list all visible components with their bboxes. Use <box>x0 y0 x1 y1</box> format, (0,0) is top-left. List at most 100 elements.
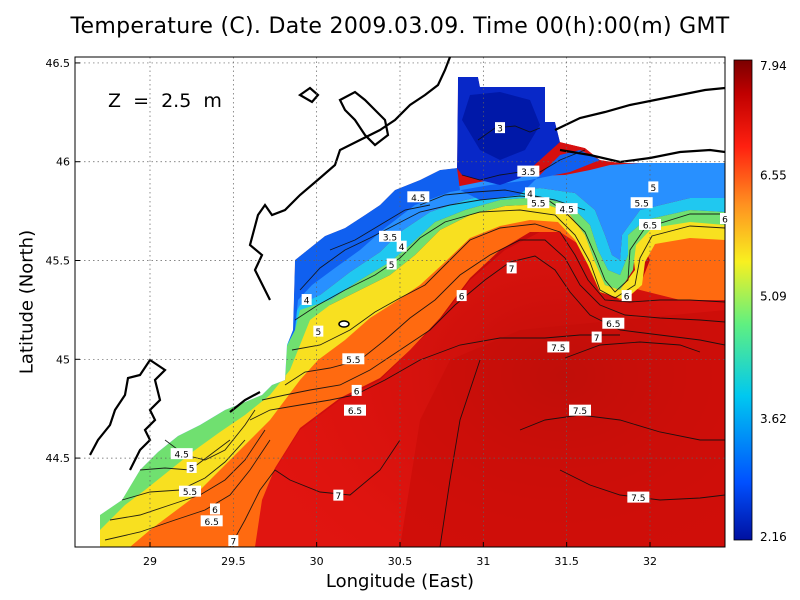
island <box>338 320 350 328</box>
contour-label-text: 4 <box>304 297 310 307</box>
contour-label: 6 <box>720 213 730 226</box>
contour-label-bg <box>301 294 312 306</box>
contour-label-bg <box>210 503 220 515</box>
contour-label-text: 4.5 <box>175 451 189 461</box>
contour-label-bg <box>555 203 578 215</box>
contour-label-bg <box>495 122 505 134</box>
contour-label: 7.5 <box>627 491 650 504</box>
contour-label-text: 5 <box>315 328 321 338</box>
contour-label-text: 6 <box>459 293 465 303</box>
contour-label-bg <box>179 485 201 497</box>
contour-label: 4.5 <box>555 203 578 216</box>
contour-label-text: 5 <box>389 261 395 271</box>
contour-label: 3.5 <box>379 230 401 243</box>
colorbar-tick-label: 3.62 <box>760 412 787 426</box>
y-tick-label: 46 <box>56 156 70 169</box>
contour-label-bg <box>186 461 197 473</box>
contour-label-bg <box>525 187 535 199</box>
y-axis-label: Latitude (North) <box>16 229 38 375</box>
x-tick-label: 31.5 <box>554 555 579 568</box>
x-tick-label: 29.5 <box>221 555 246 568</box>
contour-label: 4 <box>301 294 312 307</box>
contour-label-bg <box>591 331 602 343</box>
coastline <box>89 57 725 471</box>
contour-label: 7 <box>333 489 344 502</box>
contour-label-bg <box>407 191 430 203</box>
contour-label: 5 <box>648 181 659 194</box>
contour-label-text: 5 <box>189 464 195 474</box>
y-axis: 44.5 45 45.5 46 46.5 <box>46 57 80 465</box>
colorbar-tick-label: 5.09 <box>760 290 787 304</box>
colorbar <box>733 59 753 541</box>
contour-label-text: 7 <box>509 265 515 275</box>
contour-label: 6.5 <box>639 218 661 231</box>
contour-label-text: 7 <box>335 492 341 502</box>
contour-label-text: 3 <box>497 125 503 135</box>
contour-label-text: 6.5 <box>606 320 620 330</box>
contour-label-bg <box>456 290 467 302</box>
contour-label-bg <box>621 290 632 302</box>
contour-label: 7.5 <box>547 341 570 354</box>
contour-label-text: 5.5 <box>183 488 197 498</box>
contour-label: 4 <box>525 187 535 200</box>
contour-label-bg <box>333 489 344 501</box>
contour-label-bg <box>720 213 730 225</box>
contour-label-bg <box>517 165 540 177</box>
contour-label: 5.5 <box>527 197 550 210</box>
contour-label-text: 4 <box>527 190 533 200</box>
contour-label: 6 <box>456 290 467 303</box>
contour-label: 4 <box>396 240 407 253</box>
contour-label: 6 <box>210 503 220 516</box>
contour-label: 5.5 <box>179 485 201 498</box>
contour-label: 3.5 <box>517 165 540 178</box>
contour-label-bg <box>386 258 397 270</box>
contour-label-bg <box>342 353 365 365</box>
contour-label-bg <box>379 230 401 242</box>
contour-label-text: 4.5 <box>411 194 425 204</box>
contour-label: 5.5 <box>630 197 653 210</box>
contour-label-text: 6.5 <box>348 407 362 417</box>
contour-label-bg <box>506 262 517 274</box>
contour-label: 5 <box>186 461 197 474</box>
contour-label: 3 <box>495 122 505 135</box>
contour-label: 5 <box>386 258 397 271</box>
contour-label-bg <box>648 181 659 193</box>
x-tick-label: 32 <box>643 555 657 568</box>
contour-label-text: 6.5 <box>643 221 657 231</box>
contour-label-bg <box>228 535 239 547</box>
contour-label-bg <box>344 404 366 416</box>
contour-label-bg <box>547 341 570 353</box>
contour-label-text: 6.5 <box>205 518 219 528</box>
y-tick-label: 44.5 <box>46 452 71 465</box>
contour-label-text: 7.5 <box>551 344 565 354</box>
contour-label-text: 4 <box>399 243 405 253</box>
contour-label-text: 5.5 <box>346 356 360 366</box>
contour-label: 6 <box>621 290 632 303</box>
contour-label-bg <box>527 197 550 209</box>
contour-label-text: 3.5 <box>383 233 397 243</box>
contour-label: 6 <box>351 384 362 397</box>
contour-lines <box>104 125 725 547</box>
contour-label: 7.5 <box>569 404 591 417</box>
y-tick-label: 45.5 <box>46 255 71 268</box>
contour-label: 6.5 <box>602 317 625 330</box>
contour-label-bg <box>630 197 653 209</box>
contour-label: 6.5 <box>344 404 366 417</box>
contour-label: 7 <box>506 262 517 275</box>
contour-label-bg <box>396 240 407 252</box>
contour-label-text: 6 <box>722 216 728 226</box>
contour-label: 7 <box>591 331 602 344</box>
contour-label-text: 5.5 <box>635 200 649 210</box>
contour-label-text: 4.5 <box>560 206 574 216</box>
contour-label-bg <box>351 384 362 396</box>
depth-label: Z = 2.5 m <box>108 90 222 112</box>
x-tick-label: 29 <box>143 555 157 568</box>
y-tick-label: 45 <box>56 353 70 366</box>
contour-label-text: 6 <box>624 293 630 303</box>
contour-label-bg <box>170 448 193 460</box>
contour-label-bg <box>313 325 324 337</box>
y-tick-label: 46.5 <box>46 57 71 70</box>
contour-label-bg <box>602 317 625 329</box>
